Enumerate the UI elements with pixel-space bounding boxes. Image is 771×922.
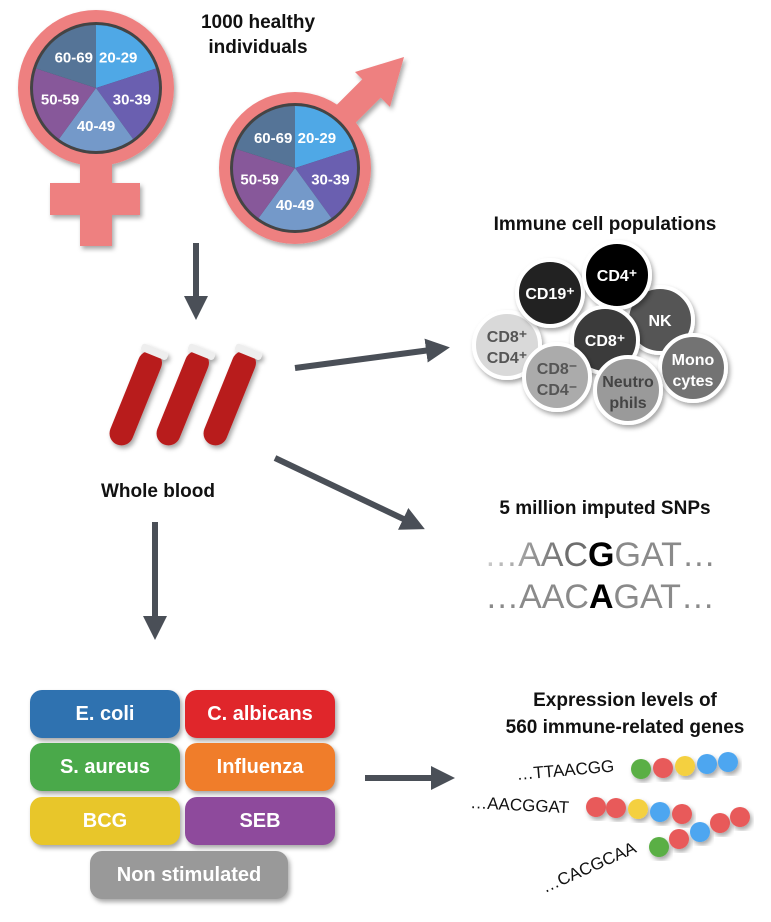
female-pie-slice-60-69 [36,25,96,88]
female-age-label: 20-29 [99,49,137,66]
stimulus-s-aureus: S. aureus [30,743,180,791]
expression-seq-1: …TTAACGG [516,757,615,784]
male-age-label: 40-49 [276,197,314,214]
cell-label: CD4⁻ [537,382,577,399]
snps-title: 5 million imputed SNPs [499,498,710,519]
bead-blue [697,754,717,774]
bead-green [631,759,651,779]
stimulus-bcg: BCG [30,797,180,845]
stimulus-e-coli: E. coli [30,690,180,738]
cohort-title-line1: 1000 healthy [201,12,315,33]
bead-red [653,758,673,778]
snp-sequence-1: …AACGGAT… [484,536,716,574]
expression-seq-3: …CACGCAA [539,838,640,897]
male-age-label: 20-29 [298,130,336,147]
bead-blue [718,752,738,772]
bead-yellow [628,799,648,819]
cell-label: cytes [673,373,714,390]
male-age-label: 50-59 [240,171,278,188]
immune-cell-cluster: CD8⁺ CD4⁺ CD19⁺ NK CD4⁺ CD8⁺ Mono cytes CD8⁻ CD4⁻… [472,240,728,425]
cells-title: Immune cell populations [494,214,717,235]
cell-label: CD4⁺ [597,268,637,285]
female-age-label: 50-59 [41,92,79,109]
male-pie-slice-50-59 [233,148,295,219]
cell-label: CD8⁺ [487,329,527,346]
expression-beads [586,752,750,857]
bead-red [586,797,606,817]
whole-blood-label: Whole blood [101,481,215,502]
stimulus-influenza: Influenza [185,743,335,791]
expression-seq-2: …AACGGAT [470,793,570,817]
male-pie-slice-30-39 [295,148,357,219]
cell-label: CD19⁺ [525,286,574,303]
cohort-title-line2: individuals [208,37,307,58]
cell-label: CD8⁻ [537,361,577,378]
female-pie-slice-20-29 [96,25,156,88]
female-age-label: 60-69 [55,49,93,66]
expression-title-line1: Expression levels of [533,690,717,711]
bead-red [710,813,730,833]
stimulus-non-stimulated: Non stimulated [90,851,288,899]
immune-cell: Neutro phils [593,355,663,425]
male-age-label: 60-69 [254,130,292,147]
female-age-pie: 20-29 30-39 40-49 50-59 60-69 [30,22,162,154]
cell-label: CD8⁺ [585,333,625,350]
cell-label: Mono [672,352,715,369]
bead-green [649,837,669,857]
bead-blue [650,802,670,822]
female-pie-slice-40-49 [58,88,134,151]
male-pie-slice-20-29 [295,106,354,168]
cell-label: CD4⁺ [487,350,527,367]
bead-blue [690,822,710,842]
expression-title-line2: 560 immune-related genes [506,717,745,738]
stimulus-c-albicans: C. albicans [185,690,335,738]
immune-cell: CD8⁻ CD4⁻ [522,342,592,412]
female-age-label: 40-49 [77,118,115,135]
cell-label: NK [648,313,672,330]
cell-label: Neutro [602,374,654,391]
male-age-pie: 20-29 30-39 40-49 50-59 60-69 [230,103,360,233]
male-pie-slice-60-69 [236,106,295,168]
female-age-label: 30-39 [113,92,151,109]
immune-cell: CD4⁺ [582,240,652,310]
female-pie-slice-30-39 [96,68,159,139]
stimulus-seb: SEB [185,797,335,845]
bead-red [730,807,750,827]
arrow-blood-to-snps [273,455,425,530]
blood-tubes-icon [109,343,263,446]
bead-yellow [675,756,695,776]
arrow-blood-to-cells [294,338,450,371]
cell-label: phils [609,395,646,412]
female-pie-slice-50-59 [33,68,96,139]
immune-cell: CD8⁺ CD4⁺ [472,310,542,380]
immune-cell: CD19⁺ [515,258,585,328]
immune-cell: Mono cytes [658,333,728,403]
bead-red [672,804,692,824]
bead-red [669,829,689,849]
bead-red [606,798,626,818]
male-pie-slice-40-49 [258,168,332,231]
male-age-label: 30-39 [311,171,349,188]
snp-sequence-2: …AACAGAT… [485,578,715,616]
